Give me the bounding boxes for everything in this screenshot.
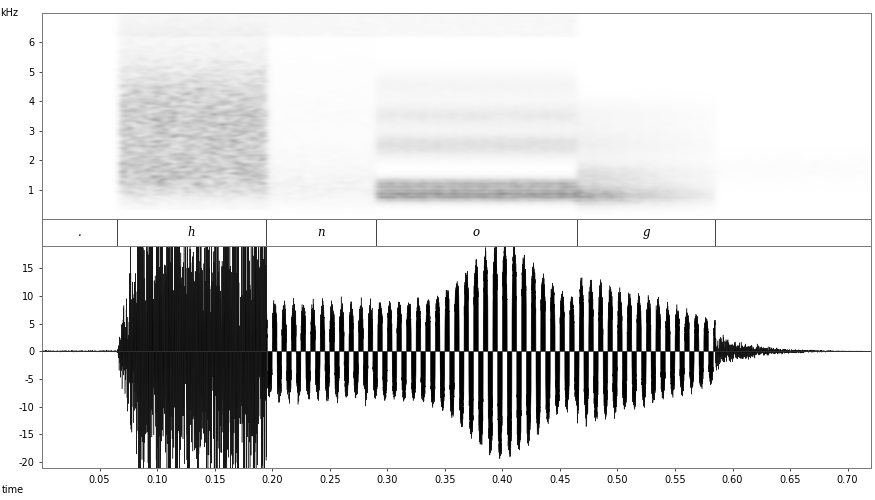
Text: n: n (318, 226, 325, 239)
Text: g: g (642, 226, 650, 239)
Text: h: h (188, 226, 195, 239)
Y-axis label: kHz: kHz (0, 8, 18, 18)
Text: .: . (78, 226, 81, 239)
Bar (375, 219, 578, 246)
Bar (116, 219, 266, 246)
Text: time: time (2, 485, 24, 495)
Bar (715, 219, 871, 246)
Text: o: o (473, 226, 480, 239)
Bar (578, 219, 715, 246)
Bar (42, 219, 116, 246)
Bar (266, 219, 375, 246)
